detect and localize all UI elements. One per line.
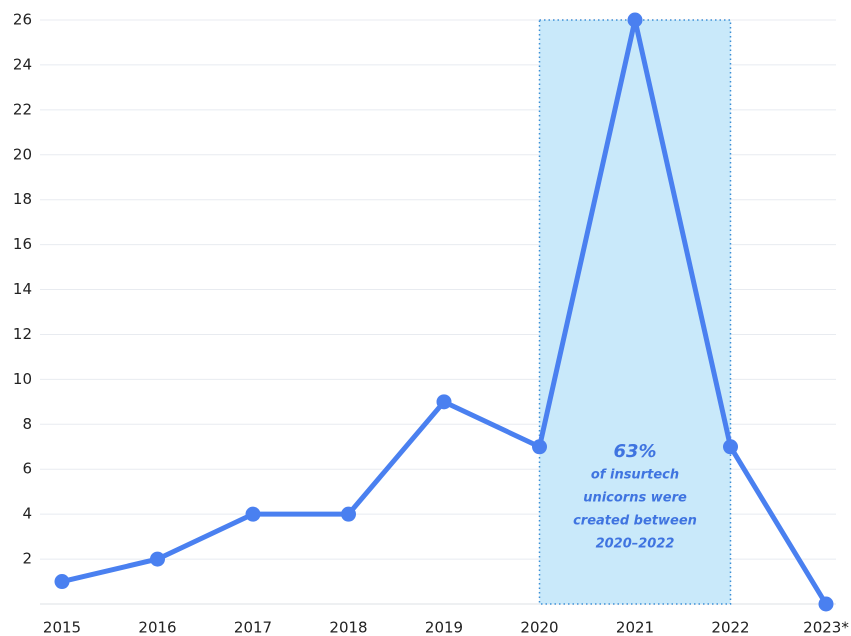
data-point	[436, 394, 452, 410]
annotation-line: 2020–2022	[596, 537, 675, 552]
x-tick-label: 2021	[616, 619, 654, 636]
y-tick-label: 24	[13, 55, 32, 73]
y-tick-label: 4	[22, 505, 32, 523]
y-tick-label: 12	[13, 325, 32, 343]
annotation-line: created between	[573, 514, 697, 529]
data-point	[627, 12, 643, 28]
y-tick-label: 20	[13, 145, 32, 163]
data-point	[150, 551, 165, 567]
y-tick-label: 18	[13, 190, 32, 208]
y-tick-label: 26	[13, 11, 32, 29]
data-point	[245, 506, 261, 522]
y-tick-label: 10	[13, 370, 32, 388]
data-point	[723, 439, 738, 455]
x-tick-label: 2015	[43, 619, 81, 636]
data-point	[341, 506, 356, 522]
y-tick-label: 16	[13, 235, 32, 253]
x-tick-label: 2019	[425, 619, 463, 636]
x-tick-label: 2017	[234, 619, 272, 636]
data-point	[818, 596, 834, 612]
annotation-line: of insurtech	[591, 468, 679, 483]
y-tick-label: 2	[22, 550, 32, 568]
x-tick-label: 2018	[329, 619, 367, 636]
y-tick-label: 14	[13, 280, 32, 298]
y-tick-label: 6	[22, 460, 32, 478]
data-point	[54, 574, 70, 590]
x-tick-label: 2023*	[803, 619, 849, 636]
data-point	[532, 439, 547, 455]
annotation-line: unicorns were	[583, 491, 687, 506]
x-tick-label: 2016	[138, 619, 176, 636]
x-tick-label: 2022	[711, 619, 749, 636]
x-tick-label: 2020	[520, 619, 558, 636]
y-tick-label: 8	[22, 415, 32, 433]
y-tick-label: 22	[13, 100, 32, 118]
annotation-headline: 63%	[613, 441, 656, 462]
